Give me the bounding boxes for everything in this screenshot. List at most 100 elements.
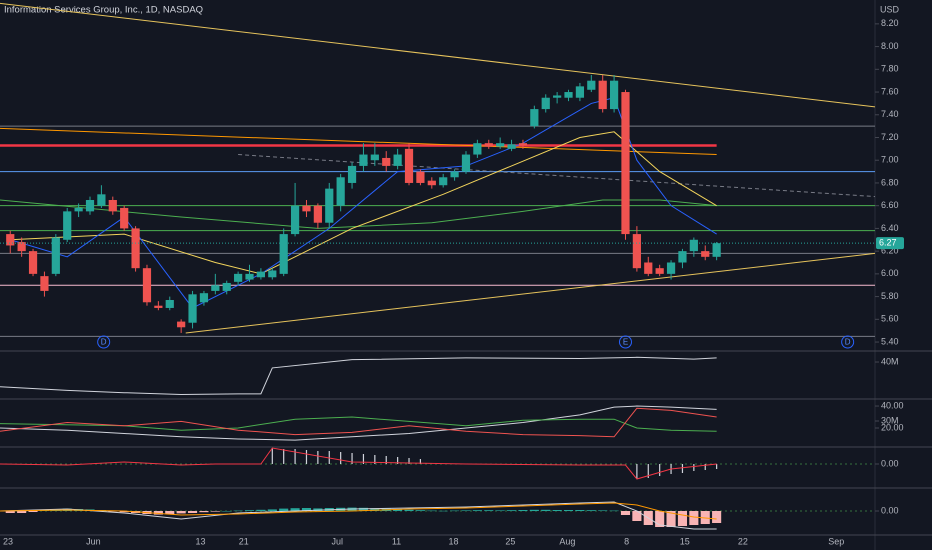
histogram-bar	[290, 508, 300, 511]
histogram-bar	[518, 510, 528, 511]
histogram-bar	[681, 464, 684, 473]
y-tick-label: 6.20	[881, 246, 899, 256]
y-tick-label: 7.00	[881, 155, 899, 165]
histogram-bar	[408, 458, 410, 464]
candle-body	[199, 293, 209, 303]
histogram-bar	[495, 510, 505, 511]
indicator-line	[0, 127, 717, 156]
x-tick-label: Aug	[559, 536, 575, 546]
indicator-line	[0, 447, 717, 480]
candle-body	[347, 165, 357, 183]
x-tick-label: 15	[680, 536, 690, 546]
histogram-bar	[636, 464, 638, 479]
histogram-bar	[5, 511, 15, 513]
histogram-bar	[552, 510, 562, 511]
candle-body	[564, 92, 573, 98]
candle-body	[302, 205, 311, 212]
candle-body	[439, 177, 448, 186]
candle-body	[85, 200, 95, 212]
candle-body	[313, 205, 322, 223]
histogram-bar	[187, 511, 198, 513]
histogram-bar	[340, 452, 342, 464]
histogram-bar	[659, 464, 661, 476]
histogram-bar	[305, 450, 308, 464]
candle-body	[530, 109, 539, 127]
x-tick-label: 11	[392, 536, 401, 546]
candle-body	[165, 300, 174, 308]
indicator-line	[238, 154, 876, 198]
candle-body	[689, 239, 698, 252]
x-tick-label: 18	[448, 536, 458, 546]
candle-body	[666, 262, 676, 274]
histogram-bar	[450, 510, 460, 512]
candle-body	[177, 321, 186, 328]
x-tick-label: 22	[738, 536, 748, 546]
histogram-bar	[704, 464, 706, 470]
histogram-bar	[271, 448, 273, 464]
y-tick-label: 7.80	[881, 64, 899, 74]
histogram-bar	[233, 510, 243, 512]
candle-body	[507, 144, 516, 149]
candle-body	[370, 154, 379, 161]
histogram-bar	[666, 511, 676, 527]
histogram-bar	[119, 511, 129, 513]
candle-body	[427, 180, 436, 186]
histogram-bar	[176, 511, 186, 514]
histogram-bar	[647, 464, 649, 478]
y-tick-label: 5.40	[881, 336, 899, 346]
histogram-bar	[632, 511, 642, 521]
histogram-bar	[438, 510, 448, 512]
y-tick-label: 20.00	[881, 422, 904, 432]
candle-body	[245, 273, 254, 280]
x-tick-label: 25	[505, 536, 515, 546]
candle-body	[450, 171, 459, 178]
candle-body	[336, 177, 345, 206]
histogram-bar	[256, 509, 266, 511]
candle-body	[701, 251, 710, 257]
indicator-line	[185, 252, 876, 334]
event-label: D	[845, 338, 851, 347]
candle-body	[621, 92, 630, 235]
histogram-bar	[529, 509, 539, 511]
candle-body	[74, 207, 83, 212]
candle-body	[188, 294, 197, 323]
candle-body	[234, 273, 243, 282]
candle-body	[393, 154, 402, 166]
histogram-bar	[598, 510, 608, 511]
candle-body	[359, 154, 368, 166]
y-tick-label: 5.60	[881, 314, 899, 324]
candle-body	[256, 271, 266, 278]
candle-body	[51, 237, 60, 274]
histogram-bar	[397, 457, 399, 464]
histogram-bar	[222, 511, 232, 512]
x-tick-label: 23	[3, 536, 13, 546]
histogram-bar	[677, 511, 688, 526]
candle-body	[404, 148, 414, 183]
candle-body	[461, 154, 471, 172]
y-tick-label: 0.00	[881, 505, 899, 515]
histogram-bar	[301, 508, 312, 511]
histogram-bar	[210, 511, 220, 512]
candle-body	[6, 234, 15, 246]
candle-body	[17, 242, 26, 252]
candle-body	[575, 86, 585, 98]
histogram-bar	[370, 508, 380, 511]
indicator-line	[0, 407, 717, 438]
candle-body	[678, 251, 687, 263]
x-tick-label: 13	[196, 536, 206, 546]
event-label: E	[623, 338, 628, 347]
y-tick-label: 40.00	[881, 400, 904, 410]
indicator-line	[0, 199, 717, 229]
candle-body	[290, 205, 300, 235]
x-tick-label: Sep	[828, 536, 844, 546]
event-marker	[618, 335, 632, 349]
candle-body	[120, 207, 129, 229]
histogram-bar	[484, 510, 494, 511]
histogram-bar	[294, 449, 296, 464]
y-tick-label: 0.00	[881, 458, 899, 468]
histogram-bar	[267, 509, 277, 511]
candle-body	[496, 143, 505, 147]
y-tick-label: 7.40	[881, 109, 899, 119]
histogram-bar	[153, 511, 163, 515]
